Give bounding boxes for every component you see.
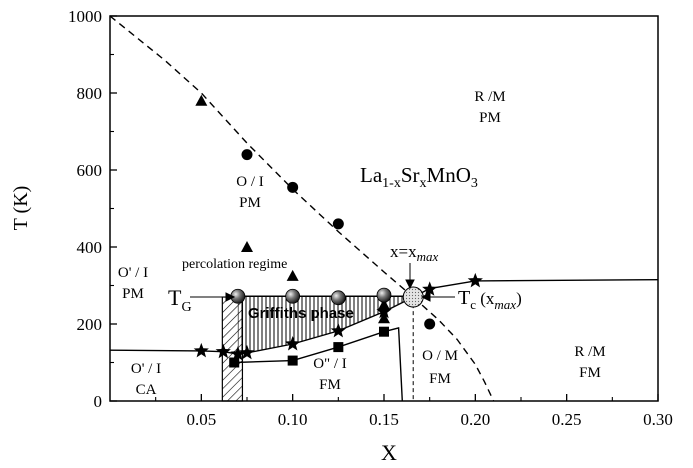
x-tick-label-0: 0.05	[186, 410, 216, 429]
markers-layer	[193, 94, 483, 368]
annotation-arrows	[190, 263, 455, 302]
label-formula: La1-xSrxMnO3	[360, 163, 478, 191]
label-griffiths: Griffiths phase	[248, 305, 354, 322]
star-marker-8	[467, 272, 483, 288]
circle-marker-2	[332, 218, 344, 230]
label-om-fm-line1: O / M	[422, 348, 458, 364]
label-xmax: x=xmax	[390, 242, 438, 264]
x-axis-label: X	[381, 440, 397, 465]
star-marker-1	[215, 343, 231, 359]
label-oi-pm-line1: O / I	[236, 174, 264, 190]
formula-mid: Sr	[401, 163, 420, 187]
tc-main: T	[458, 287, 470, 309]
x-tick-label-2: 0.15	[369, 410, 399, 429]
formula-base: La	[360, 163, 383, 187]
triangle-marker-1	[241, 241, 253, 252]
y-tick-label-3: 600	[77, 161, 103, 180]
shaded-sphere-marker-2	[330, 290, 346, 306]
shaded-sphere-marker-1	[285, 288, 301, 304]
tc-sub2: max	[494, 297, 516, 312]
label-rm-pm-line2: PM	[479, 110, 501, 126]
triangle-marker-2	[286, 269, 299, 281]
star-marker-7	[422, 281, 438, 296]
square-marker-3	[379, 326, 389, 337]
square-marker-1	[287, 355, 298, 366]
shaded-sphere-marker-3	[376, 287, 392, 303]
star-marker-4	[285, 336, 301, 351]
curve-0	[109, 15, 414, 298]
triangle-marker-4	[378, 312, 390, 324]
label-o1-i-ca-line1: O' / I	[131, 361, 161, 377]
xmax-arrow-head	[405, 279, 415, 290]
xmax-point	[402, 286, 424, 308]
square-marker-2	[333, 342, 344, 353]
label-o2-i-fm-line2: FM	[319, 377, 341, 393]
label-o1-i-ca-line2: CA	[136, 382, 157, 398]
tc-sub: c	[470, 297, 476, 312]
label-oi-pm-line2: PM	[239, 195, 261, 211]
circle-marker-1	[287, 181, 299, 193]
tc-arrow-head	[420, 292, 431, 302]
star-marker-5	[330, 322, 346, 338]
curve-1	[412, 296, 495, 402]
formula-sub1: 1-x	[382, 176, 401, 191]
y-axis-label: T (K)	[10, 186, 32, 231]
formula-sub3: 3	[471, 176, 478, 191]
xmax-pre: x=x	[390, 242, 417, 261]
triangle-marker-0	[195, 94, 208, 106]
square-marker-0	[229, 357, 240, 368]
label-tg: TG	[168, 285, 192, 315]
xmax-sub: max	[417, 249, 439, 264]
formula-end: MnO	[427, 163, 471, 187]
star-marker-6	[376, 303, 392, 319]
star-marker-3	[239, 344, 255, 360]
label-o1-i-pm-line1: O' / I	[118, 265, 148, 281]
label-percolation: percolation regime	[182, 257, 287, 272]
formula-sub2: x	[420, 176, 427, 191]
label-rm-fm-line2: FM	[579, 365, 601, 381]
y-tick-label-1: 200	[77, 315, 103, 334]
tg-sub: G	[181, 300, 191, 315]
tg-main: T	[168, 285, 182, 310]
label-rm-pm-line1: R /M	[474, 89, 505, 105]
label-o1-i-pm-line2: PM	[122, 286, 144, 302]
label-tc: Tc (xmax)	[458, 287, 522, 312]
star-marker-2	[230, 346, 246, 361]
label-om-fm-line2: FM	[429, 371, 451, 387]
tc-paren-open: (x	[476, 289, 495, 308]
x-tick-label-3: 0.20	[460, 410, 490, 429]
label-o2-i-fm-line1: O" / I	[313, 356, 347, 372]
y-tick-label-2: 400	[77, 238, 103, 257]
y-tick-label-0: 0	[94, 392, 103, 411]
griffiths-region	[237, 296, 414, 355]
star-marker-0	[193, 342, 209, 358]
y-tick-label-5: 1000	[68, 7, 102, 26]
x-tick-label-5: 0.30	[643, 410, 673, 429]
axes-layer: 0.05 0.10 0.15 0.20 0.25 0.30 0 200 400 600 800 100…	[68, 7, 673, 429]
label-rm-fm-line1: R /M	[574, 344, 605, 360]
annotations: R /M PM La1-xSrxMnO3 O / I PM O' / I PM …	[118, 89, 606, 398]
y-tick-label-4: 800	[77, 84, 103, 103]
circle-marker-3	[424, 318, 436, 330]
x-tick-label-4: 0.25	[552, 410, 582, 429]
tc-paren-close: )	[516, 289, 522, 308]
circle-marker-0	[241, 149, 253, 161]
tg-arrow-head	[225, 292, 236, 302]
curve-4	[234, 327, 403, 402]
x-tick-label-1: 0.10	[278, 410, 308, 429]
curve-2	[412, 279, 659, 298]
